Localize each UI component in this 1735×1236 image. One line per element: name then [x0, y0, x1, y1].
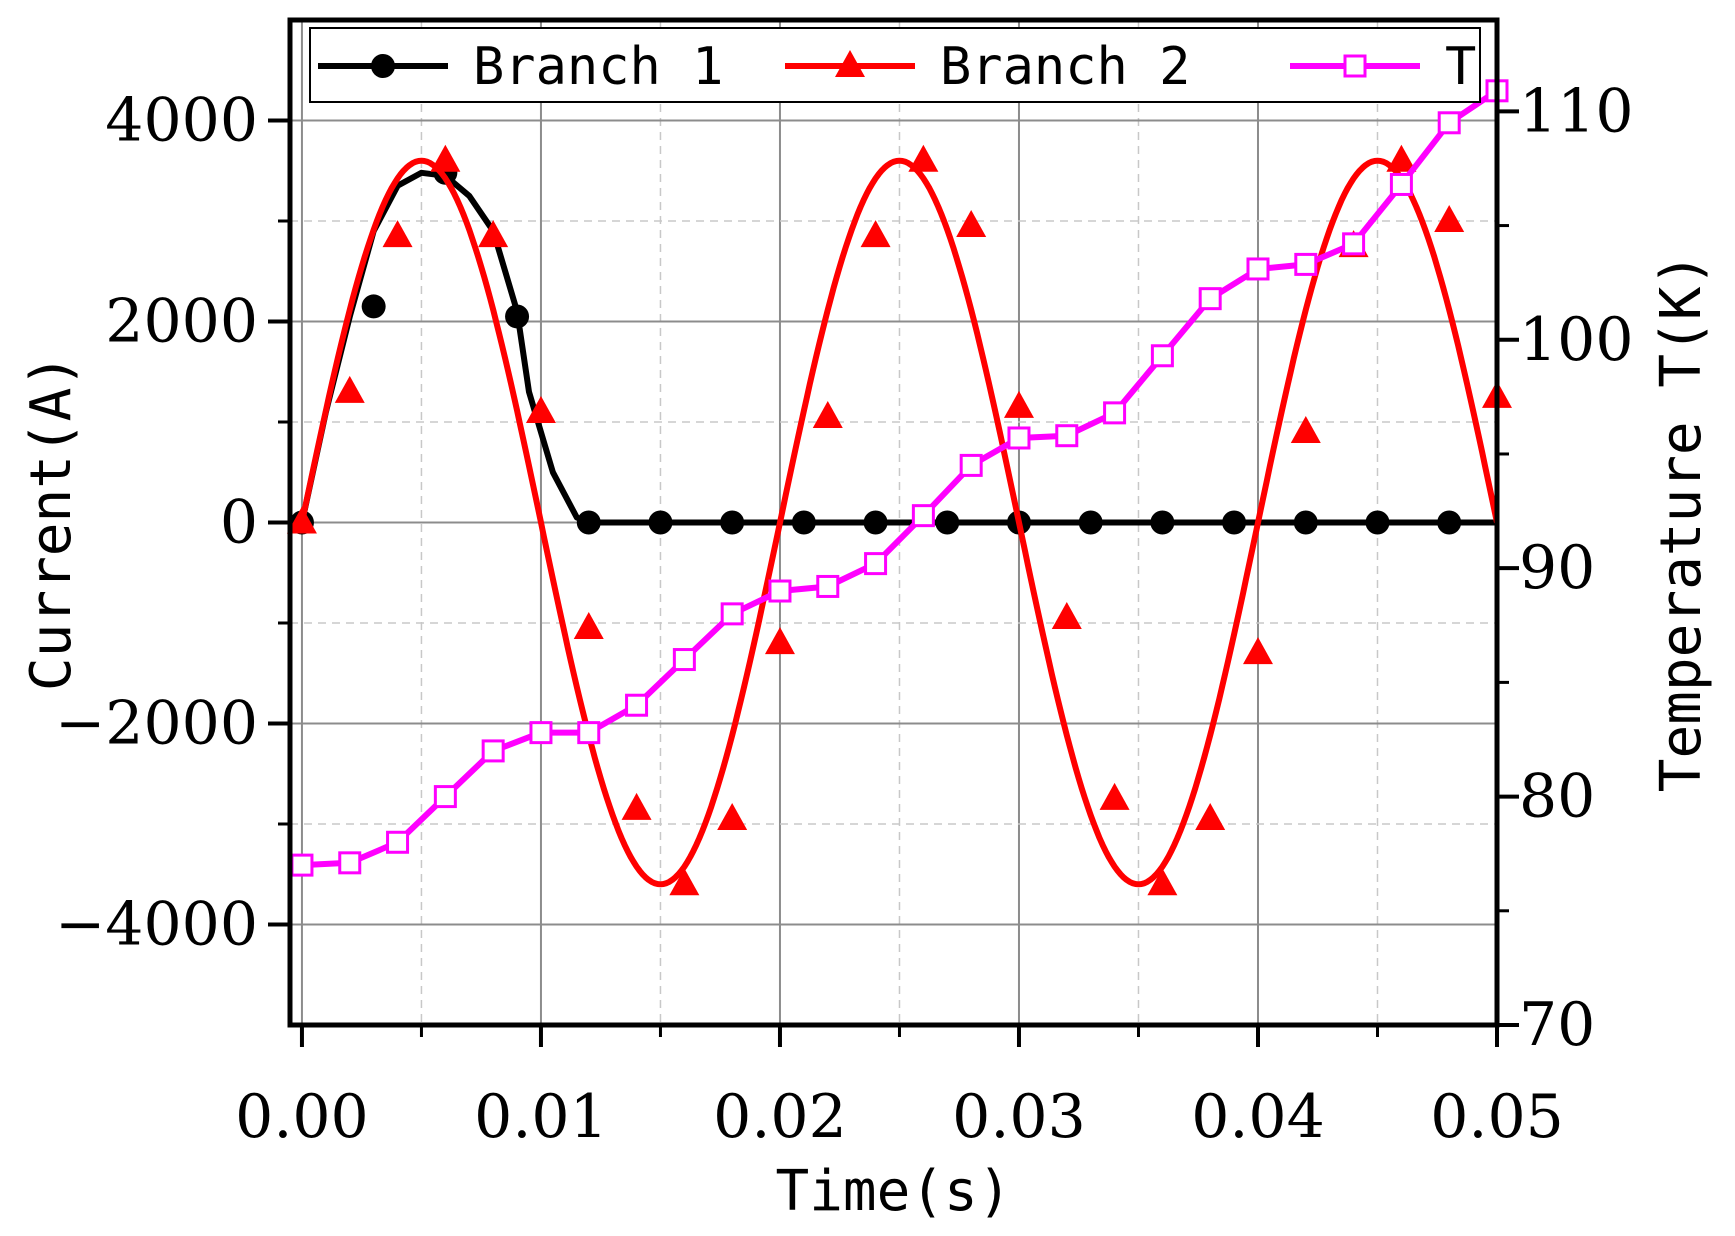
series-3-point	[529, 721, 553, 745]
x-tick-label: 0.05	[1430, 1082, 1564, 1152]
series-2-point	[1147, 868, 1178, 896]
series-2-point	[764, 627, 795, 655]
series-3-point	[290, 853, 314, 877]
series-2-point	[1290, 416, 1321, 444]
series-2-point	[525, 395, 556, 423]
legend-swatch-marker-1	[371, 54, 395, 78]
series-1-point	[1222, 510, 1247, 535]
series-3-point	[672, 648, 696, 672]
legend: Branch 1 Branch 2 T	[309, 27, 1481, 103]
series-3-point	[816, 574, 840, 598]
series-2-point	[286, 506, 317, 534]
x-tick-label: 0.04	[1191, 1082, 1325, 1152]
y2-tick-label: 110	[1519, 76, 1634, 146]
series-1-point	[1365, 510, 1390, 535]
series-2-point	[860, 220, 891, 248]
series-3-point	[1007, 426, 1031, 450]
series-2-point	[1051, 601, 1082, 629]
series-1-point	[576, 510, 601, 535]
series-3-point	[911, 504, 935, 528]
series-2-point	[573, 612, 604, 640]
series-1-point	[1078, 510, 1103, 535]
y-tick-label: 4000	[105, 86, 258, 156]
series-2-point	[669, 868, 700, 896]
legend-items: Branch 1 Branch 2 T	[318, 37, 1476, 97]
series-2-point	[908, 144, 939, 172]
series-2-point	[1242, 637, 1273, 665]
x-axis-title: Time(s)	[775, 1159, 1011, 1224]
series-3-point	[1198, 287, 1222, 311]
series-2-point	[430, 144, 461, 172]
legend-label-1: Branch 1	[473, 37, 723, 97]
series-3-point	[1437, 111, 1461, 135]
series-3-point	[768, 579, 792, 603]
x-tick-label: 0.03	[952, 1082, 1086, 1152]
series-2-point	[334, 375, 365, 403]
series-3-point	[1150, 344, 1174, 368]
series-1-point	[648, 510, 673, 535]
y2-tick-label: 70	[1519, 990, 1595, 1060]
series-1-point	[863, 510, 888, 535]
series-1-point	[720, 510, 745, 535]
y2-tick-label: 100	[1519, 305, 1634, 375]
y-tick-label: −4000	[55, 890, 258, 960]
series-1-point	[361, 294, 386, 319]
series-3-point	[864, 552, 888, 576]
series-2-point	[478, 220, 509, 248]
series-3-point	[625, 693, 649, 717]
series-3-point	[386, 830, 410, 854]
x-tick-label: 0.02	[713, 1082, 847, 1152]
series-2-point	[812, 400, 843, 428]
series-1-point	[1293, 510, 1318, 535]
x-tick-label: 0.00	[235, 1082, 369, 1152]
y-tick-label: 2000	[105, 287, 258, 357]
series-line-2	[299, 157, 1497, 888]
series-2-point	[956, 210, 987, 238]
series-2-point	[621, 792, 652, 820]
series-3-point	[1055, 424, 1079, 448]
y2-tick-label: 90	[1519, 533, 1595, 603]
series-2-point	[1386, 144, 1417, 172]
legend-swatch-marker-2	[835, 50, 865, 77]
series-3-point	[1389, 172, 1413, 196]
series-2-point	[1099, 782, 1130, 810]
series-1-point	[935, 510, 960, 535]
series-3-point	[1294, 252, 1318, 276]
y-tick-label: −2000	[55, 689, 258, 759]
series-1-point	[1150, 510, 1175, 535]
series-3-point	[1246, 257, 1270, 281]
series-1-point	[505, 304, 530, 329]
legend-label-2: Branch 2	[940, 37, 1190, 97]
series-3-point	[433, 785, 457, 809]
series-2-point	[1434, 205, 1465, 232]
y2-tick-label: 80	[1519, 762, 1595, 832]
series-1-point	[1437, 510, 1462, 535]
y2-axis-title: Temperature T(K)	[1649, 253, 1714, 792]
series-3-point	[1103, 401, 1127, 425]
series-3-point	[481, 739, 505, 763]
series-1-point	[791, 510, 816, 535]
series-3-point	[1342, 232, 1366, 256]
legend-label-3: T	[1445, 37, 1476, 97]
x-tick-label: 0.01	[474, 1082, 608, 1152]
y-tick-label: 0	[220, 488, 258, 558]
series-3-point	[959, 453, 983, 477]
series-2-point	[717, 802, 748, 830]
series-2-point	[1003, 390, 1034, 418]
y-axis-title: Current(A)	[19, 354, 84, 691]
ticks: 0.00 0.01 0.02 0.03 0.04 0.05 −4000 −2000 0 2000 4…	[55, 76, 1634, 1152]
legend-swatch-marker-3	[1343, 54, 1367, 78]
series-3-point	[577, 721, 601, 745]
series-3-point	[720, 602, 744, 626]
series-2-point	[1195, 802, 1226, 830]
series-3-point	[338, 851, 362, 875]
series-2-point	[382, 220, 413, 248]
